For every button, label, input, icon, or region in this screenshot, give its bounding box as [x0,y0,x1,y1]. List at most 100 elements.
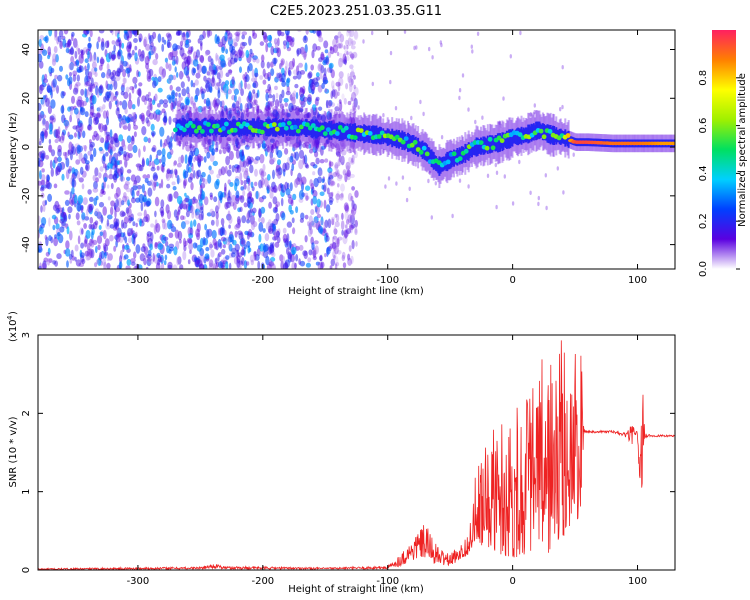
noise-blob [318,36,324,43]
noise-blob [268,261,275,267]
ridge-core [418,149,424,155]
noise-blob [70,55,75,64]
noise-blob [91,112,97,118]
noise-blob [241,31,248,36]
ridge-body [323,121,326,139]
noise-blob [160,254,164,264]
snr-x-axis-label: Height of straight line (km) [288,584,424,595]
noise-blob [276,230,280,238]
noise-blob [216,64,220,72]
noise-blob [91,61,97,69]
noise-blob [267,100,272,111]
noise-blob [177,256,182,265]
y-tick-label: 3 [21,332,32,338]
noise-blob [238,82,242,91]
noise-blob [103,244,109,252]
noise-blob [198,169,202,176]
noise-blob [173,162,176,167]
noise-blob [76,202,82,212]
noise-blob [262,79,267,85]
noise-blob [137,87,142,97]
noise-blob [334,263,338,269]
noise-blob [216,36,220,45]
noise-blob [38,246,43,253]
noise-blob [253,251,257,262]
ridge-body [281,119,284,136]
noise-blob [166,183,171,189]
noise-blob [258,222,264,232]
noise-blob [112,69,117,77]
noise-blob [260,206,266,214]
noise-blob [229,109,233,118]
noise-blob [185,210,190,218]
noise-blob [157,103,161,108]
noise-blob [49,159,53,169]
noise-blob [173,209,178,218]
noise-blob [176,195,183,205]
noise-blob [267,71,272,81]
ridge-core [412,139,418,145]
noise-blob [339,193,344,199]
noise-blob [102,190,106,195]
ridge-core [517,132,523,138]
ridge-body [296,118,299,137]
noise-blob [77,235,81,245]
noise-blob [351,200,355,209]
noise-blob [287,194,292,199]
noise-blob [347,76,353,83]
noise-blob [119,255,123,264]
noise-blob [117,151,122,157]
noise-blob [88,71,93,80]
noise-blob [134,231,138,238]
noise-blob [329,243,334,249]
noise-blob [350,255,354,265]
noise-blob [255,103,259,113]
noise-blob [320,216,324,226]
noise-blob [281,184,286,193]
noise-blob [325,56,330,65]
ridge-body [206,119,209,136]
noise-blob [214,180,220,190]
noise-blob [124,107,128,115]
noise-blob [180,215,185,221]
noise-blob [196,232,201,241]
noise-blob [208,262,214,269]
noise-blob [299,106,304,113]
ridge-body [516,128,518,145]
noise-blob [294,178,299,188]
noise-blob [169,148,174,155]
noise-blob [336,175,342,182]
noise-blob [65,240,70,250]
noise-blob [138,193,144,204]
noise-blob [224,186,227,196]
noise-blob [248,90,252,100]
noise-blob [211,139,215,147]
ridge-core [484,145,490,151]
noise-blob [161,68,166,78]
noise-blob [80,88,85,96]
noise-blob [221,46,225,53]
noise-blob [256,108,262,114]
noise-blob [254,99,258,105]
noise-blob [458,88,462,93]
noise-blob [297,172,302,182]
noise-blob [92,134,96,141]
noise-blob [162,116,168,123]
noise-blob [329,265,333,269]
noise-blob [85,229,91,239]
noise-blob [148,102,152,107]
noise-blob [176,211,180,217]
noise-blob [48,139,52,144]
noise-blob [68,63,74,71]
ridge-body [450,150,453,168]
noise-blob [234,166,239,174]
ridge-body [264,121,267,134]
noise-blob [297,30,302,33]
noise-blob [123,154,126,161]
noise-blob [94,220,99,226]
noise-blob [194,79,199,86]
spectrogram-y-axis-label: Frequency (Hz) [8,112,19,188]
noise-blob [124,159,128,168]
ridge-body [453,149,455,167]
noise-blob [121,115,127,125]
